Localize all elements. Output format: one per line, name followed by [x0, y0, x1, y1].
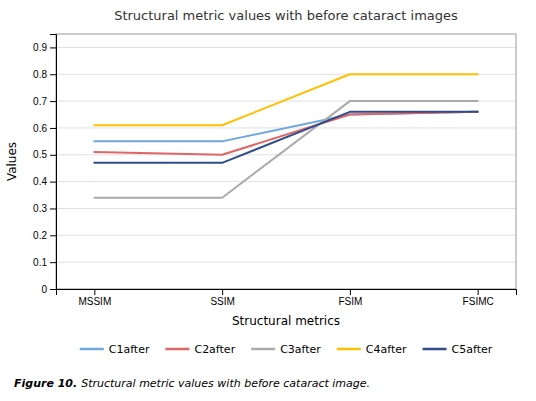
legend-item: C2after	[165, 343, 235, 356]
y-tick-label: 0.5	[33, 149, 47, 160]
y-tick-label: 0.6	[33, 123, 47, 134]
y-tick-mark	[50, 262, 56, 263]
y-tick-mark	[50, 47, 56, 48]
legend-swatch	[423, 348, 447, 351]
grid-line	[56, 47, 516, 48]
legend-item: C5after	[423, 343, 493, 356]
series-line	[94, 74, 477, 125]
plot: 0 0.1 0.2 0.3 0.4 0.5 0.6 0.7 0.8 0.9 MSSIM SSIM FSI…	[33, 34, 516, 307]
y-tick: 0.9	[33, 42, 56, 53]
caption-text: Structural metric values with before cat…	[81, 377, 370, 390]
y-tick-mark	[50, 208, 56, 209]
x-axis-line	[57, 290, 517, 296]
legend-swatch	[165, 348, 189, 351]
series-group	[94, 74, 477, 197]
y-tick-label: 0.1	[33, 257, 47, 268]
y-tick: 0.6	[33, 123, 56, 134]
series-line	[94, 101, 477, 198]
x-tick: FSIM	[338, 289, 362, 307]
caption: Figure 10. Structural metric values with …	[14, 377, 370, 390]
x-tick-mark	[94, 289, 95, 295]
legend-label: C1after	[109, 343, 150, 356]
grid-line	[56, 181, 516, 182]
grid-line	[56, 262, 516, 263]
x-tick: FSIMC	[463, 289, 494, 307]
y-tick-mark	[50, 74, 56, 75]
y-tick: 0.7	[33, 96, 56, 107]
x-tick-mark	[350, 289, 351, 295]
y-axis-title: Values	[5, 142, 19, 181]
legend-swatch	[80, 348, 104, 351]
series-line	[94, 112, 477, 163]
legend-label: C4after	[366, 343, 407, 356]
chart: Structural metric values with before cat…	[0, 0, 536, 401]
grid-line	[56, 154, 516, 155]
y-tick-mark	[50, 182, 56, 183]
y-tick: 0	[41, 284, 56, 295]
y-tick-mark	[50, 289, 56, 290]
x-tick-label: SSIM	[210, 296, 234, 307]
y-tick-label: 0.2	[33, 230, 47, 241]
legend-item: C1after	[80, 343, 150, 356]
grid-line	[56, 208, 516, 209]
y-tick: 0.4	[33, 176, 56, 187]
x-axis-title: Structural metrics	[232, 314, 340, 328]
y-tick-mark	[50, 101, 56, 102]
y-tick: 0.1	[33, 257, 56, 268]
x-axis: MSSIM SSIM FSIM FSIMC	[57, 289, 517, 307]
caption-label: Figure 10.	[14, 377, 77, 390]
y-tick-mark	[50, 128, 56, 129]
y-tick-label: 0.4	[33, 176, 47, 187]
y-tick: 0.8	[33, 69, 56, 80]
legend: C1after C2after C3after C4after C5after	[80, 343, 493, 356]
x-tick-label: FSIMC	[463, 296, 494, 307]
legend-swatch	[337, 348, 361, 351]
y-tick-label: 0.3	[33, 203, 47, 214]
x-tick-mark	[478, 289, 479, 295]
y-tick-mark	[50, 155, 56, 156]
x-tick: SSIM	[210, 289, 234, 307]
y-tick-label: 0.7	[33, 96, 47, 107]
plot-frame	[56, 34, 516, 289]
legend-swatch	[251, 348, 275, 351]
y-tick: 0.2	[33, 230, 56, 241]
x-tick: MSSIM	[78, 289, 111, 307]
grid-line	[56, 235, 516, 236]
title: Structural metric values with before cat…	[114, 8, 458, 23]
y-axis-line	[50, 35, 57, 290]
grid	[56, 47, 516, 289]
y-tick-label: 0.9	[33, 42, 47, 53]
legend-item: C3after	[251, 343, 321, 356]
y-tick-label: 0.8	[33, 69, 47, 80]
x-tick-mark	[222, 289, 223, 295]
y-tick: 0.5	[33, 149, 56, 160]
legend-label: C2after	[194, 343, 235, 356]
y-tick-label: 0	[41, 284, 47, 295]
y-tick: 0.3	[33, 203, 56, 214]
x-tick-label: MSSIM	[78, 296, 111, 307]
x-tick-label: FSIM	[338, 296, 362, 307]
legend-label: C3after	[280, 343, 321, 356]
legend-item: C4after	[337, 343, 407, 356]
y-axis: 0 0.1 0.2 0.3 0.4 0.5 0.6 0.7 0.8 0.9	[33, 35, 56, 295]
legend-label: C5after	[452, 343, 493, 356]
y-tick-mark	[50, 235, 56, 236]
